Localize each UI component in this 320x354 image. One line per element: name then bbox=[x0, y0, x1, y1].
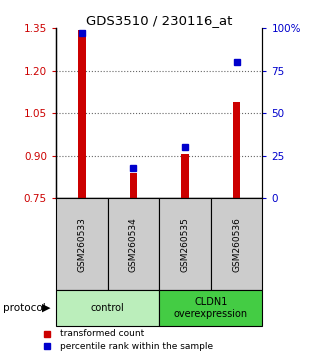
Bar bbox=[78, 30, 86, 198]
Text: protocol: protocol bbox=[3, 303, 46, 313]
Bar bbox=[56, 198, 108, 290]
Text: CLDN1
overexpression: CLDN1 overexpression bbox=[174, 297, 248, 319]
Text: GSM260535: GSM260535 bbox=[180, 217, 189, 272]
Text: GSM260534: GSM260534 bbox=[129, 217, 138, 272]
Text: transformed count: transformed count bbox=[60, 329, 144, 338]
Text: ▶: ▶ bbox=[42, 303, 51, 313]
Text: percentile rank within the sample: percentile rank within the sample bbox=[60, 342, 213, 350]
Bar bbox=[130, 173, 137, 198]
Bar bbox=[56, 290, 159, 326]
Bar bbox=[233, 102, 240, 198]
Text: GSM260533: GSM260533 bbox=[77, 217, 86, 272]
Title: GDS3510 / 230116_at: GDS3510 / 230116_at bbox=[86, 14, 232, 27]
Bar bbox=[159, 290, 262, 326]
Text: GSM260536: GSM260536 bbox=[232, 217, 241, 272]
Bar bbox=[108, 198, 159, 290]
Bar bbox=[159, 198, 211, 290]
Bar bbox=[181, 154, 189, 198]
Text: control: control bbox=[91, 303, 124, 313]
Bar bbox=[211, 198, 262, 290]
